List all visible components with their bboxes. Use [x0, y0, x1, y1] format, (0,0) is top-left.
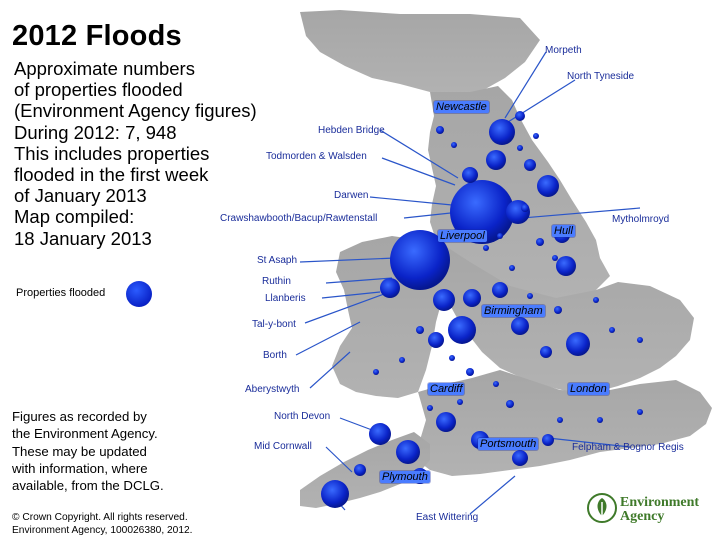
marker-north-devon: [369, 423, 391, 445]
marker-s28: [533, 133, 539, 139]
environment-agency-logo-icon: [587, 493, 617, 523]
marker-s4: [536, 238, 544, 246]
marker-yorks-3: [524, 159, 536, 171]
city-london: London: [568, 383, 609, 395]
flood-summary: Approximate numbers of properties floode…: [14, 58, 257, 249]
marker-s16: [427, 405, 433, 411]
marker-s8: [554, 306, 562, 314]
marker-mid-cornwall: [321, 480, 349, 508]
label-mid-cornwall: Mid Cornwall: [254, 441, 312, 452]
label-east-wittering: East Wittering: [416, 512, 479, 523]
label-north-tyneside: North Tyneside: [567, 71, 635, 82]
land-scotland: [300, 10, 540, 96]
marker-s27: [517, 145, 523, 151]
marker-yorks-2: [462, 167, 478, 183]
marker-newcastle: [489, 119, 515, 145]
marker-felpham: [542, 434, 554, 446]
city-portsmouth: Portsmouth: [478, 438, 539, 450]
marker-wales-4: [463, 289, 481, 307]
marker-s1: [436, 126, 444, 134]
flood-markers: [321, 111, 643, 508]
marker-midlands-2: [511, 317, 529, 335]
map-title: 2012 Floods: [12, 20, 182, 52]
marker-s24: [483, 245, 489, 251]
label-todmorden: Todmorden & Walsden: [266, 151, 367, 162]
city-liverpool: Liverpool: [438, 230, 487, 242]
marker-s19: [637, 409, 643, 415]
label-crawshawbooth: Crawshawbooth/Bacup/Rawtenstall: [220, 213, 378, 224]
city-newcastle: Newcastle: [434, 101, 489, 113]
marker-s6: [509, 265, 515, 271]
marker-s21: [449, 355, 455, 361]
label-borth: Borth: [263, 350, 287, 361]
marker-wales-3: [428, 332, 444, 348]
marker-s15: [457, 399, 463, 405]
marker-yorks-1: [486, 150, 506, 170]
data-source-note: Figures as recorded by the Environment A…: [12, 409, 164, 494]
marker-s23: [399, 357, 405, 363]
marker-wales-1: [433, 289, 455, 311]
city-plymouth: Plymouth: [380, 471, 430, 483]
copyright-notice: © Crown Copyright. All rights reserved. …: [12, 512, 193, 536]
land-england-north: [428, 86, 610, 304]
marker-leeds: [537, 175, 559, 197]
marker-s13: [493, 381, 499, 387]
legend-marker-icon: [126, 281, 152, 307]
label-tal-y-bont: Tal-y-bont: [252, 319, 296, 330]
label-ruthin: Ruthin: [262, 276, 291, 287]
label-aberystwyth: Aberystwyth: [245, 384, 300, 395]
marker-s2: [451, 142, 457, 148]
marker-south-1: [436, 412, 456, 432]
label-mytholmroyd: Mytholmroyd: [612, 214, 670, 225]
land-england-midlands: [436, 240, 694, 392]
marker-wales-2: [448, 316, 476, 344]
marker-s10: [609, 327, 615, 333]
city-cardiff: Cardiff: [428, 383, 465, 395]
label-llanberis: Llanberis: [265, 293, 306, 304]
marker-devon-2: [396, 440, 420, 464]
marker-hebden-bridge: [450, 180, 514, 244]
marker-east-2: [540, 346, 552, 358]
marker-mytholmroyd: [506, 200, 530, 224]
marker-portsmouth: [512, 450, 528, 466]
label-st-asaph: St Asaph: [257, 255, 298, 266]
marker-s7: [527, 293, 533, 299]
marker-s12: [466, 368, 474, 376]
marker-s20: [416, 326, 424, 334]
marker-s5: [552, 255, 558, 261]
marker-s9: [593, 297, 599, 303]
label-hebden-bridge: Hebden Bridge: [318, 125, 385, 136]
label-darwen: Darwen: [334, 190, 369, 201]
marker-s25: [497, 233, 503, 239]
marker-s22: [373, 369, 379, 375]
marker-s17: [557, 417, 563, 423]
marker-cornwall-2: [354, 464, 366, 476]
marker-s3: [521, 204, 529, 212]
label-felpham: Felpham & Bognor Regis: [572, 442, 684, 453]
marker-east-1: [566, 332, 590, 356]
marker-s11: [637, 337, 643, 343]
city-birmingham: Birmingham: [482, 305, 545, 317]
marker-midlands-1: [492, 282, 508, 298]
marker-lincs: [556, 256, 576, 276]
marker-morpeth: [515, 111, 525, 121]
environment-agency-logo-text: Environment Agency: [620, 495, 700, 524]
legend-label: Properties flooded: [16, 287, 106, 299]
label-morpeth: Morpeth: [545, 45, 582, 56]
marker-s14: [506, 400, 514, 408]
marker-ruthin: [380, 278, 400, 298]
city-hull: Hull: [552, 225, 575, 237]
label-north-devon: North Devon: [274, 411, 331, 422]
marker-st-asaph: [390, 230, 450, 290]
marker-s18: [597, 417, 603, 423]
